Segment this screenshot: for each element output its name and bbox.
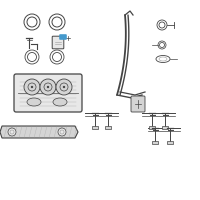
Polygon shape (0, 126, 78, 138)
Circle shape (24, 79, 40, 95)
Bar (105, 126, 111, 129)
Circle shape (8, 128, 16, 136)
Bar (92, 126, 98, 129)
Circle shape (58, 128, 66, 136)
Circle shape (56, 79, 72, 95)
Circle shape (63, 86, 65, 88)
FancyBboxPatch shape (60, 35, 66, 39)
Ellipse shape (27, 98, 41, 106)
Circle shape (40, 79, 56, 95)
Bar (167, 141, 173, 144)
Bar (149, 126, 155, 129)
Circle shape (31, 86, 33, 88)
FancyBboxPatch shape (131, 96, 145, 112)
Bar (152, 141, 158, 144)
Ellipse shape (53, 98, 67, 106)
FancyBboxPatch shape (14, 74, 82, 112)
FancyBboxPatch shape (52, 36, 64, 49)
Bar (162, 126, 168, 129)
Circle shape (47, 86, 49, 88)
